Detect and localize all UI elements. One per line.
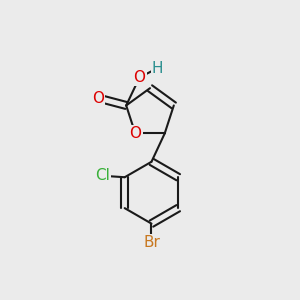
Text: Br: Br [143, 235, 160, 250]
Text: O: O [134, 70, 146, 85]
Text: O: O [129, 126, 141, 141]
Text: H: H [152, 61, 164, 76]
Text: Cl: Cl [95, 168, 110, 183]
Text: O: O [92, 91, 104, 106]
